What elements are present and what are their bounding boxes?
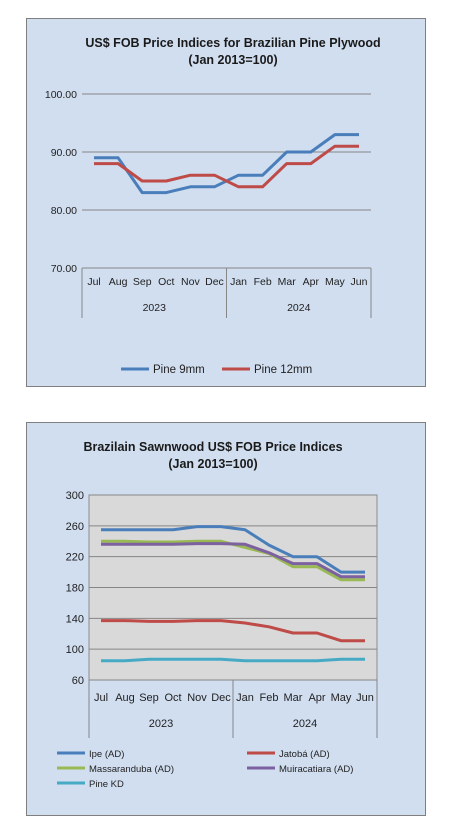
x-group-label: 2024 bbox=[287, 302, 311, 314]
x-tick-label: Nov bbox=[187, 692, 207, 704]
sawnwood-chart-panel: Brazilain Sawnwood US$ FOB Price Indices… bbox=[26, 422, 426, 816]
x-tick-label: Nov bbox=[181, 276, 200, 288]
x-tick-label: Sep bbox=[139, 692, 159, 704]
legend-entry: Ipe (AD) bbox=[89, 749, 124, 760]
legend-entry: Pine KD bbox=[89, 779, 124, 790]
x-tick-label: Sep bbox=[133, 276, 152, 288]
x-tick-label: May bbox=[325, 276, 346, 288]
y-tick-label: 220 bbox=[66, 552, 84, 564]
x-tick-label: Feb bbox=[254, 276, 272, 288]
x-tick-label: Dec bbox=[211, 692, 231, 704]
series-line bbox=[101, 525, 365, 574]
x-group-label: 2024 bbox=[293, 718, 317, 730]
x-tick-label: Jun bbox=[356, 692, 374, 704]
series-line bbox=[94, 133, 359, 195]
y-tick-label: 180 bbox=[66, 583, 84, 595]
x-tick-label: Aug bbox=[109, 276, 128, 288]
x-tick-label: Jun bbox=[350, 276, 367, 288]
x-tick-label: Jan bbox=[236, 692, 254, 704]
series-line bbox=[94, 144, 359, 189]
chart-subtitle: (Jan 2013=100) bbox=[168, 457, 257, 471]
x-tick-label: Feb bbox=[260, 692, 279, 704]
legend-entry: Jatobá (AD) bbox=[279, 749, 330, 760]
x-tick-label: Aug bbox=[115, 692, 135, 704]
x-tick-label: Mar bbox=[278, 276, 297, 288]
series-line bbox=[101, 542, 365, 579]
y-tick-label: 90.00 bbox=[51, 147, 77, 159]
y-tick-label: 100.00 bbox=[45, 89, 77, 101]
legend-entry: Pine 9mm bbox=[153, 364, 205, 376]
x-tick-label: Jan bbox=[230, 276, 247, 288]
legend-entry: Massaranduba (AD) bbox=[89, 764, 174, 775]
x-tick-label: Apr bbox=[308, 692, 325, 704]
series-line bbox=[101, 657, 365, 663]
x-group-label: 2023 bbox=[149, 718, 173, 730]
legend-entry: Muiracatiara (AD) bbox=[279, 764, 353, 775]
y-tick-label: 60 bbox=[72, 675, 84, 687]
x-tick-label: Mar bbox=[284, 692, 303, 704]
x-group-label: 2023 bbox=[143, 302, 167, 314]
plywood-price-chart: US$ FOB Price Indices for Brazilian Pine… bbox=[45, 36, 381, 376]
plywood-chart-panel: US$ FOB Price Indices for Brazilian Pine… bbox=[26, 18, 426, 387]
sawnwood-price-chart: Brazilain Sawnwood US$ FOB Price Indices… bbox=[57, 440, 378, 790]
chart-title: Brazilain Sawnwood US$ FOB Price Indices bbox=[83, 440, 342, 454]
series-line bbox=[101, 619, 365, 643]
chart-title: US$ FOB Price Indices for Brazilian Pine… bbox=[85, 36, 380, 50]
chart-subtitle: (Jan 2013=100) bbox=[188, 53, 277, 67]
x-tick-label: Oct bbox=[164, 692, 181, 704]
x-tick-label: Jul bbox=[87, 276, 100, 288]
y-tick-label: 70.00 bbox=[51, 263, 77, 275]
x-tick-label: Jul bbox=[94, 692, 108, 704]
x-tick-label: May bbox=[331, 692, 352, 704]
y-tick-label: 300 bbox=[66, 490, 84, 502]
x-tick-label: Apr bbox=[303, 276, 320, 288]
x-tick-label: Oct bbox=[158, 276, 174, 288]
y-tick-label: 140 bbox=[66, 613, 84, 625]
x-tick-label: Dec bbox=[205, 276, 224, 288]
y-tick-label: 100 bbox=[66, 644, 84, 656]
y-tick-label: 260 bbox=[66, 521, 84, 533]
legend-entry: Pine 12mm bbox=[254, 364, 312, 376]
y-tick-label: 80.00 bbox=[51, 205, 77, 217]
